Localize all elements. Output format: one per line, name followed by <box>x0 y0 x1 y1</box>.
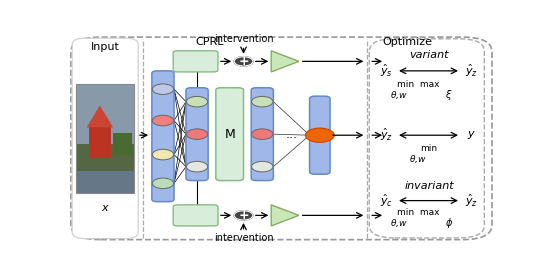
Circle shape <box>152 84 174 95</box>
Text: CPRL: CPRL <box>195 37 224 47</box>
Text: $\hat{y}_z$: $\hat{y}_z$ <box>465 192 478 209</box>
Text: $g_w$: $g_w$ <box>277 55 290 67</box>
FancyBboxPatch shape <box>173 51 218 72</box>
FancyBboxPatch shape <box>173 205 218 226</box>
Circle shape <box>152 149 174 160</box>
Text: M: M <box>224 128 235 141</box>
Text: invariant: invariant <box>404 181 454 191</box>
Circle shape <box>251 129 273 139</box>
Text: $\hat{y}_z$: $\hat{y}_z$ <box>379 127 393 143</box>
FancyBboxPatch shape <box>72 38 138 239</box>
FancyBboxPatch shape <box>251 88 273 181</box>
Text: FC_SF$\phi$: FC_SF$\phi$ <box>177 208 214 223</box>
Text: ...: ... <box>285 128 298 141</box>
Text: Optimize: Optimize <box>382 37 432 47</box>
Circle shape <box>186 161 208 172</box>
Text: $\phi$: $\phi$ <box>445 216 453 230</box>
Circle shape <box>251 161 273 172</box>
Circle shape <box>152 115 174 126</box>
Circle shape <box>251 96 273 107</box>
Polygon shape <box>271 51 299 72</box>
Text: $y$: $y$ <box>467 129 476 141</box>
Polygon shape <box>271 205 299 226</box>
Circle shape <box>234 57 253 66</box>
Circle shape <box>234 211 253 220</box>
Text: FC_NC$\xi$: FC_NC$\xi$ <box>176 54 215 69</box>
Circle shape <box>152 178 174 189</box>
Bar <box>113 133 132 155</box>
Bar <box>89 127 111 158</box>
Text: +: + <box>238 55 249 68</box>
Text: Input: Input <box>91 42 119 52</box>
FancyBboxPatch shape <box>310 96 330 174</box>
Text: $\theta$,w: $\theta$,w <box>390 89 408 101</box>
FancyBboxPatch shape <box>152 71 174 202</box>
Text: +: + <box>238 209 249 222</box>
Text: intervention: intervention <box>214 34 273 44</box>
Text: $x$: $x$ <box>101 203 109 213</box>
Text: intervention: intervention <box>214 233 273 242</box>
Text: $\hat{y}_z$: $\hat{y}_z$ <box>465 63 478 79</box>
Circle shape <box>305 128 334 142</box>
FancyBboxPatch shape <box>186 88 208 181</box>
Bar <box>76 84 134 144</box>
Text: $\hat{y}_s$: $\hat{y}_s$ <box>380 63 393 79</box>
Text: variant: variant <box>409 50 449 60</box>
Bar <box>76 144 134 193</box>
FancyBboxPatch shape <box>216 88 244 181</box>
Text: min: min <box>420 144 437 153</box>
Text: $\theta$,w: $\theta$,w <box>409 153 427 165</box>
Text: $\xi$: $\xi$ <box>445 88 453 102</box>
Text: $\theta$,w: $\theta$,w <box>390 217 408 229</box>
Circle shape <box>186 96 208 107</box>
Bar <box>76 171 134 193</box>
Circle shape <box>186 129 208 139</box>
Text: min  max: min max <box>397 208 439 217</box>
Text: min  max: min max <box>397 80 439 89</box>
Polygon shape <box>87 105 113 127</box>
Text: $\hat{y}_c$: $\hat{y}_c$ <box>379 192 393 209</box>
Text: $g_w$: $g_w$ <box>277 209 290 221</box>
